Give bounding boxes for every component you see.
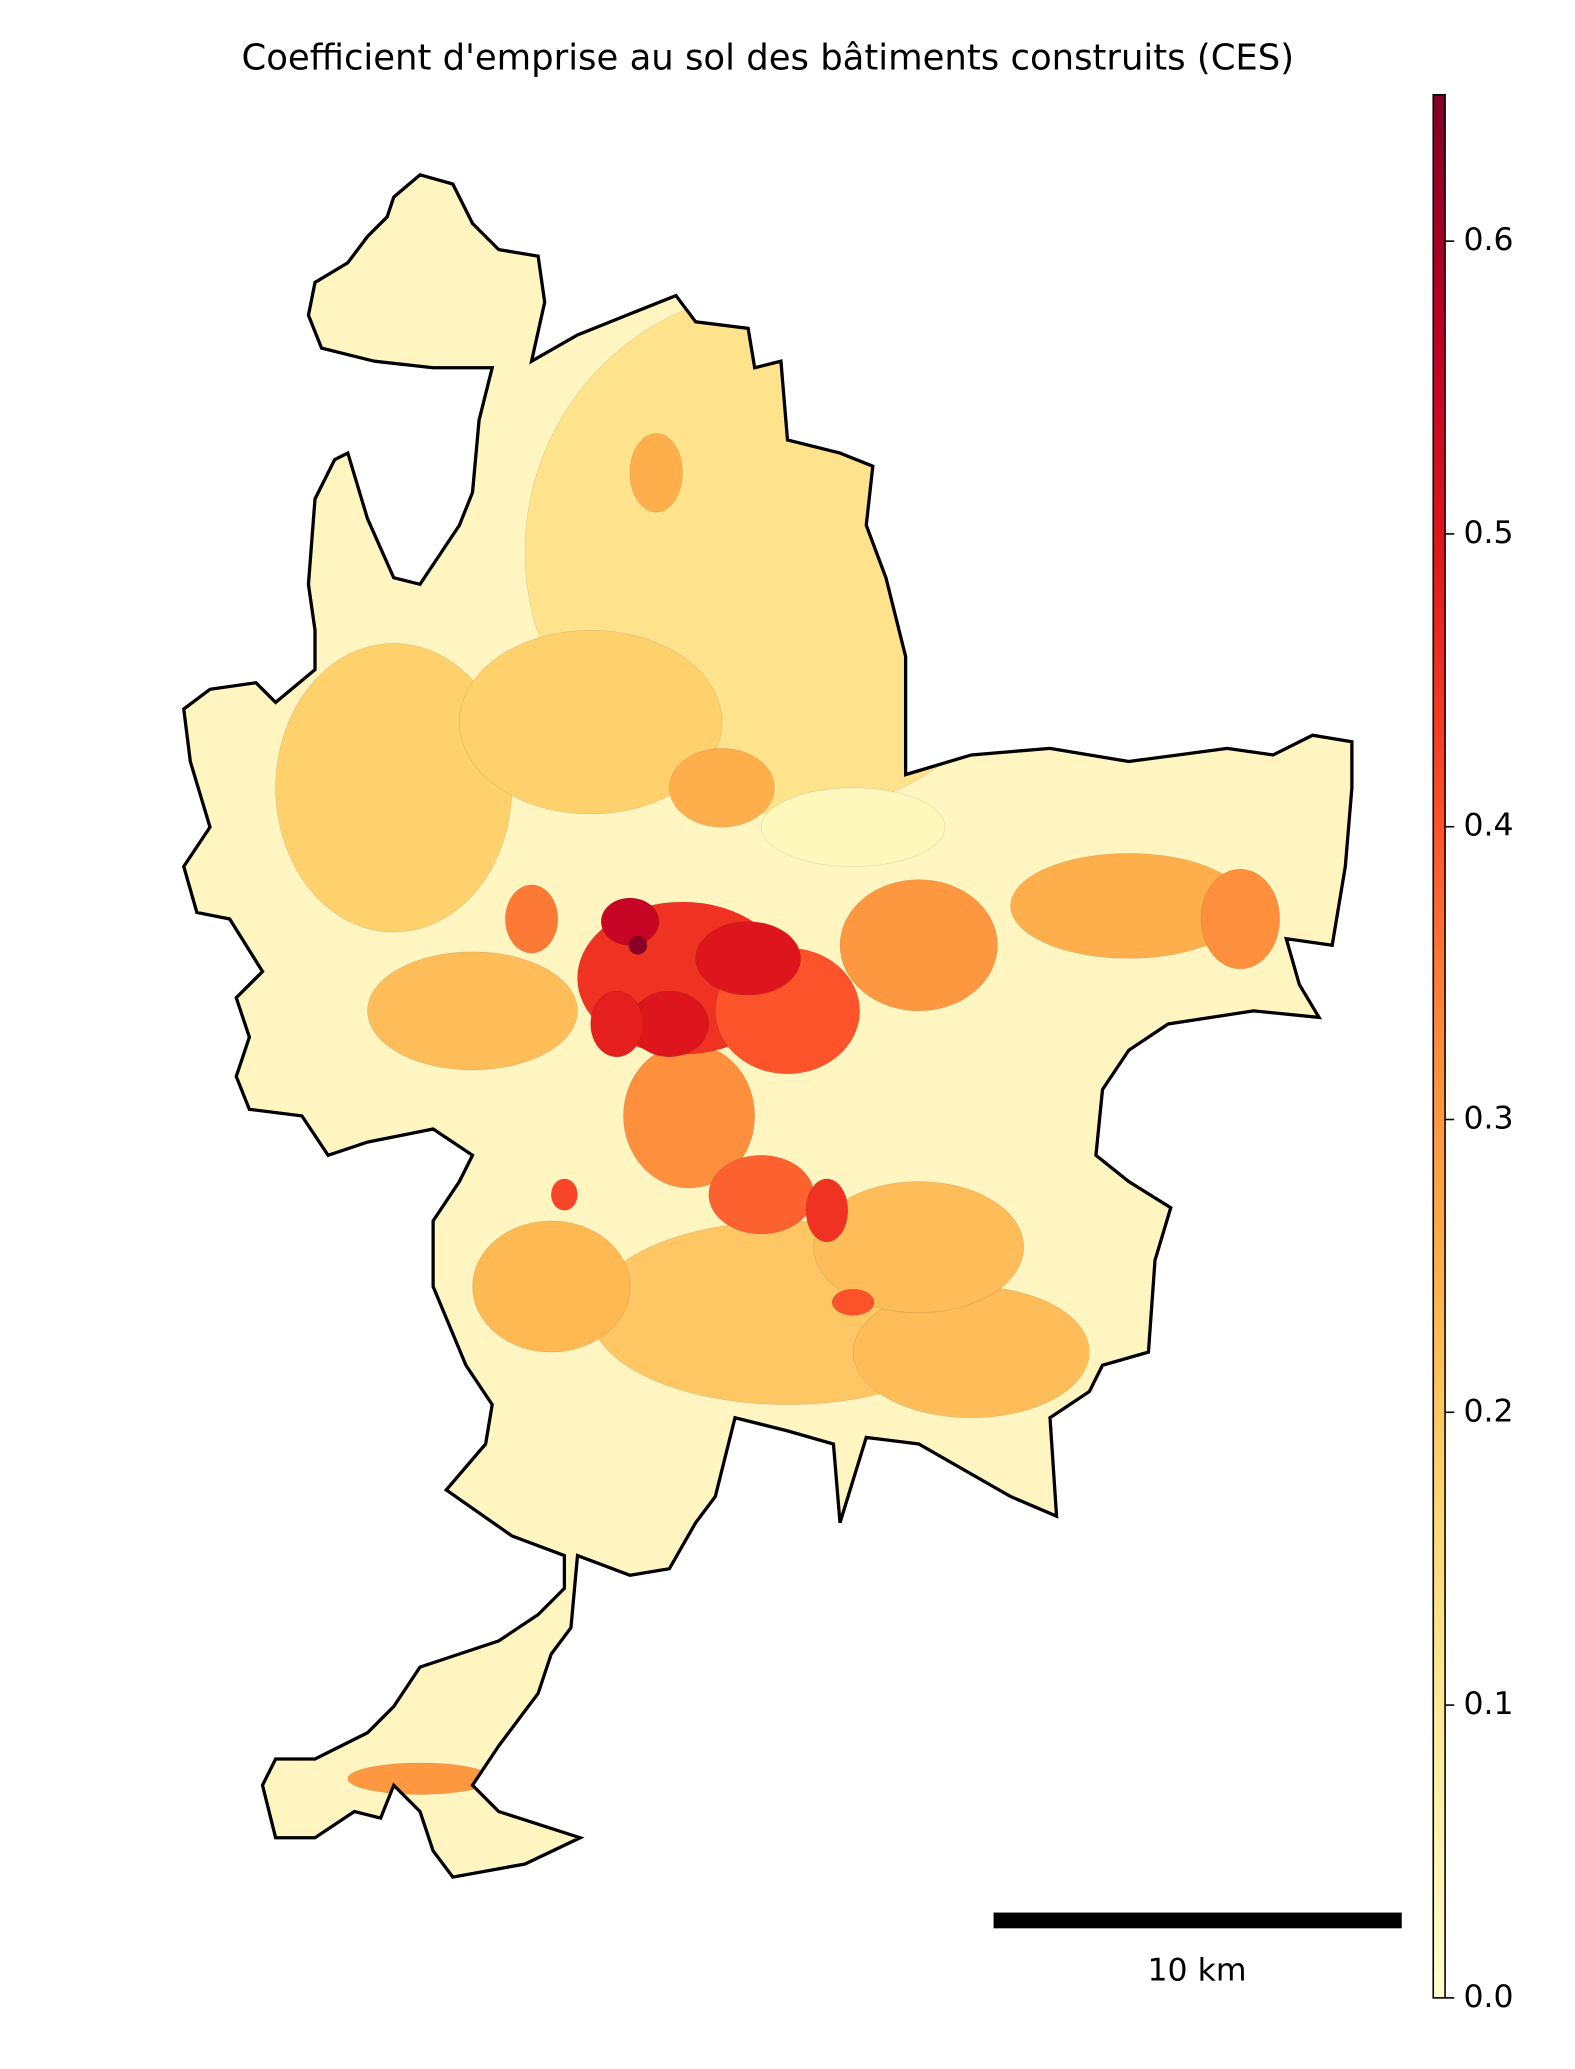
colorbar-fill [1432, 93, 1446, 1999]
zone [459, 629, 723, 815]
zone [695, 921, 801, 996]
scale-bar [993, 1912, 1402, 1929]
zone [472, 1220, 631, 1353]
scale-bar-label: 10 km [1147, 1953, 1246, 1989]
zone [805, 1178, 849, 1243]
colorbar: 0.0 0.1 0.2 0.3 0.4 0.5 0.6 [1432, 93, 1514, 2015]
zone [347, 1762, 493, 1795]
zone [831, 1288, 875, 1316]
zone [629, 433, 683, 513]
zone [590, 990, 644, 1058]
zone [628, 935, 648, 955]
zone [367, 951, 578, 1071]
zone [708, 1154, 815, 1235]
colorbar-tick-label: 0.4 [1463, 808, 1513, 844]
map-title: Coefficient d'emprise au sol des bâtimen… [242, 37, 1295, 78]
colorbar-tick-label: 0.0 [1463, 1979, 1513, 2015]
colorbar-tick-label: 0.5 [1463, 515, 1513, 551]
zone [813, 1181, 1025, 1314]
colorbar-tick-label: 0.3 [1463, 1101, 1513, 1137]
zone [505, 884, 559, 954]
colorbar-tick-label: 0.1 [1463, 1686, 1513, 1722]
zone [760, 787, 946, 867]
zone [839, 879, 998, 1012]
zone [600, 897, 660, 946]
colorbar-tick-label: 0.2 [1463, 1393, 1513, 1429]
zone [550, 1178, 578, 1211]
zone [669, 748, 775, 828]
zone [1200, 868, 1280, 970]
colorbar-tick-label: 0.6 [1463, 222, 1513, 258]
